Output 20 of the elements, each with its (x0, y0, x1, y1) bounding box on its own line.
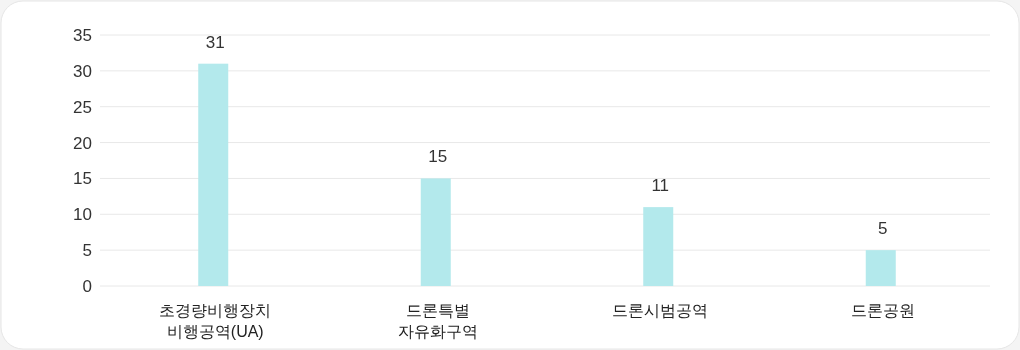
bar (198, 63, 229, 286)
y-tick-label: 10 (73, 205, 92, 225)
data-label: 11 (651, 176, 670, 196)
data-label: 5 (878, 219, 888, 239)
y-tick-label: 25 (73, 97, 92, 117)
x-tick-label: 드론특별 자유화구역 (397, 302, 478, 340)
y-tick-label: 0 (82, 277, 92, 296)
data-label: 15 (428, 147, 448, 167)
y-tick-label: 35 (73, 26, 92, 45)
y-tick-label: 20 (73, 133, 92, 153)
y-tick-label: 15 (73, 169, 92, 189)
x-tick-label: 드론공원 (850, 302, 915, 319)
bar (420, 178, 451, 286)
x-tick-label: 드론시범공역 (612, 302, 709, 319)
x-tick-label: 초경량비행장치 비행공역(UA) (159, 302, 272, 340)
y-tick-label: 5 (82, 241, 92, 261)
bar (865, 250, 896, 286)
y-tick-label: 30 (73, 61, 92, 81)
data-label: 31 (205, 32, 225, 52)
bar (643, 207, 674, 286)
